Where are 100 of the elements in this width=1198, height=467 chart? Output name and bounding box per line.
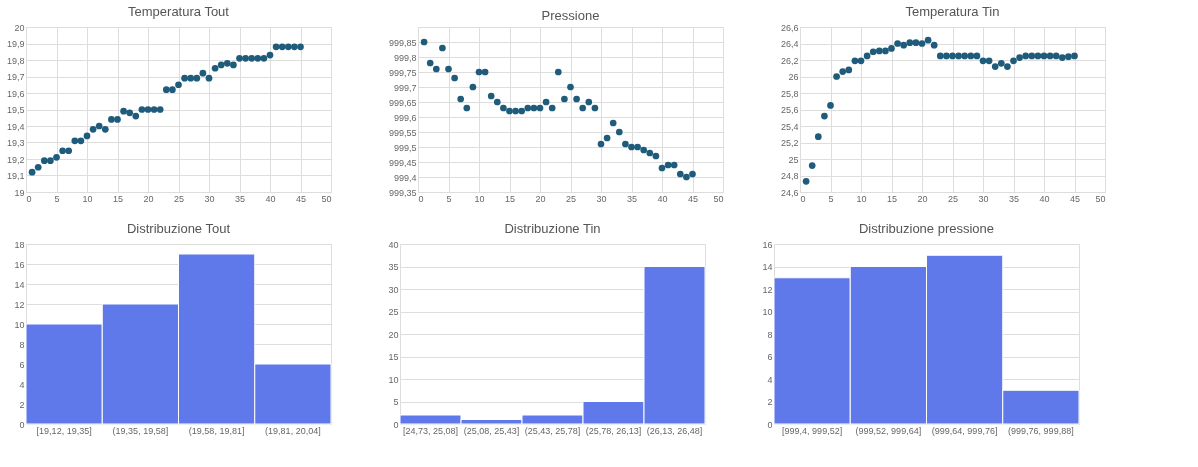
x-tick-label: (26,13, 26,48]: [646, 425, 703, 436]
point: [487, 92, 495, 100]
point: [646, 149, 654, 157]
y-tick-label: 25: [388, 307, 399, 317]
point: [114, 116, 121, 123]
y-tick-label: 26,2: [780, 55, 799, 66]
y-tick-label: 19,9: [6, 39, 25, 49]
x-tick-label: 0: [418, 193, 424, 204]
point: [445, 65, 452, 73]
y-tick-label: 10: [388, 374, 399, 385]
point: [912, 39, 920, 47]
point: [1065, 53, 1072, 61]
point: [1016, 54, 1023, 61]
y-tick-label: 999,6: [393, 112, 417, 123]
point: [500, 104, 507, 112]
point: [900, 41, 908, 49]
y-tick-label: 25,4: [780, 121, 799, 132]
y-tick-label: 19: [14, 187, 25, 198]
point: [126, 109, 134, 117]
point: [683, 173, 690, 181]
point: [432, 65, 440, 73]
point: [567, 83, 574, 91]
x-tick-label: (19,81, 20,04]: [265, 425, 321, 436]
x-tick-label: 50: [1095, 193, 1106, 204]
y-tick-label: 19,2: [6, 154, 25, 165]
point: [83, 132, 91, 140]
point: [961, 52, 969, 60]
x-tick-label: (25,08, 25,43]: [463, 425, 520, 436]
y-tick-label: 26,6: [780, 22, 799, 33]
y-tick-label: 999,85: [388, 37, 417, 48]
x-tick-label: 5: [54, 193, 60, 204]
point: [985, 57, 993, 65]
point: [967, 52, 975, 60]
point: [144, 106, 152, 113]
y-tick-label: 16: [14, 259, 25, 270]
point: [426, 59, 434, 67]
y-tick-label: 19,3: [6, 138, 25, 148]
point: [284, 43, 292, 51]
chart-title: Distribuzione pressione: [858, 221, 995, 236]
point: [554, 68, 562, 76]
y-tick-label: 24,8: [780, 171, 799, 181]
x-tick-label: [19,12, 19,35]: [36, 425, 92, 436]
x-tick-label: (999,52, 999,64]: [855, 425, 922, 436]
y-tick-label: 25,8: [780, 88, 799, 99]
point: [463, 104, 471, 112]
point: [1071, 52, 1078, 60]
y-tick-label: 25,6: [780, 105, 799, 115]
point: [457, 95, 465, 103]
x-tick-label: 15: [886, 193, 898, 204]
point: [266, 51, 274, 59]
point: [670, 161, 678, 169]
point: [664, 161, 672, 169]
point: [518, 107, 526, 115]
x-tick-label: 25: [947, 193, 959, 204]
x-tick-label: 20: [535, 193, 546, 204]
point: [53, 154, 60, 161]
x-tick-label: 40: [265, 193, 276, 204]
point: [991, 63, 999, 70]
point: [108, 116, 115, 123]
x-tick-label: 45: [295, 193, 307, 204]
y-tick-label: 2: [767, 397, 773, 407]
point: [101, 125, 109, 133]
point: [943, 52, 950, 60]
point: [628, 143, 635, 151]
x-tick-label: 10: [82, 193, 93, 204]
y-tick-label: 6: [19, 359, 25, 370]
x-tick-label: (999,64, 999,76]: [931, 425, 998, 436]
y-tick-label: 14: [14, 279, 25, 290]
point: [230, 61, 237, 69]
point: [272, 43, 280, 51]
x-tick-label: 20: [143, 193, 154, 204]
x-tick-label: (25,43, 25,78]: [524, 425, 581, 436]
point: [205, 74, 213, 82]
chart-title: Distribuzione Tout: [126, 221, 231, 236]
point: [120, 107, 127, 115]
y-tick-label: 8: [19, 339, 25, 350]
point: [875, 47, 883, 55]
point: [808, 162, 816, 169]
point: [248, 55, 256, 62]
point: [156, 106, 164, 113]
point: [34, 163, 42, 171]
point: [936, 52, 944, 60]
x-tick-label: (999,76, 999,88]: [1008, 425, 1074, 436]
point: [821, 112, 828, 120]
y-tick-label: 19,5: [6, 105, 25, 115]
point: [561, 95, 568, 103]
x-tick-label: 40: [1039, 193, 1050, 204]
point: [199, 69, 207, 77]
y-tick-label: 999,35: [388, 187, 417, 198]
y-tick-label: 19,1: [6, 171, 25, 181]
x-tick-label: 30: [978, 193, 989, 204]
y-tick-label: 25: [788, 154, 799, 165]
y-tick-label: 6: [767, 352, 773, 362]
x-tick-label: 45: [687, 193, 699, 204]
y-tick-label: 999,65: [388, 97, 417, 108]
y-tick-label: 35: [388, 262, 399, 272]
y-tick-label: 24,6: [780, 187, 799, 198]
point: [918, 40, 926, 47]
point: [634, 143, 641, 151]
y-tick-label: 20: [14, 22, 25, 33]
